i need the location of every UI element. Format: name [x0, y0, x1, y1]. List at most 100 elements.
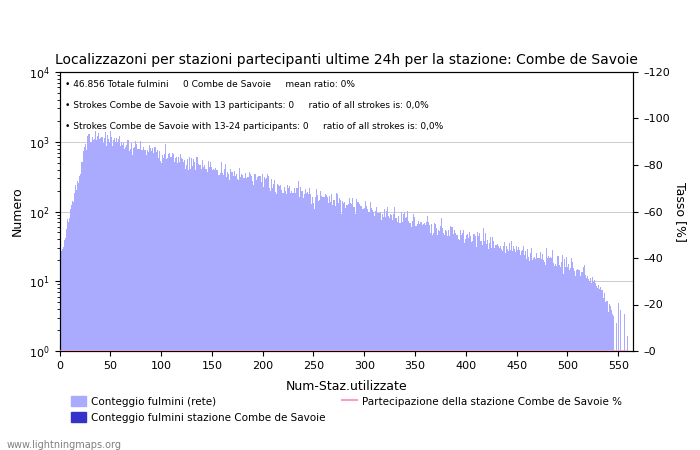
Bar — [342, 201, 344, 450]
Bar — [185, 169, 186, 450]
Bar — [491, 248, 492, 450]
Bar — [390, 214, 391, 450]
Bar — [425, 225, 426, 450]
Bar — [116, 138, 117, 450]
Bar — [508, 251, 509, 450]
Bar — [85, 144, 86, 450]
Bar — [494, 248, 495, 450]
Bar — [75, 185, 76, 450]
Bar — [381, 220, 382, 450]
Bar — [511, 241, 512, 450]
Bar — [70, 209, 71, 450]
Bar — [369, 212, 370, 450]
Bar — [357, 202, 358, 450]
Bar — [227, 172, 228, 450]
Bar — [387, 207, 388, 450]
Bar — [578, 270, 579, 450]
Bar — [563, 274, 564, 450]
Bar — [286, 185, 288, 450]
Bar — [262, 174, 263, 450]
Bar — [389, 217, 390, 450]
Bar — [380, 212, 381, 450]
Bar — [115, 142, 116, 450]
Bar — [261, 183, 262, 450]
Bar — [113, 140, 114, 450]
Bar — [326, 195, 327, 450]
Bar — [572, 261, 573, 450]
Y-axis label: Numero: Numero — [10, 187, 23, 236]
Bar — [529, 261, 531, 450]
Bar — [332, 205, 333, 450]
Bar — [402, 222, 403, 450]
Bar — [587, 276, 588, 450]
Bar — [585, 275, 587, 450]
Bar — [533, 258, 534, 450]
Bar — [324, 197, 326, 450]
Bar — [128, 140, 129, 450]
Bar — [316, 189, 317, 450]
Bar — [122, 145, 123, 450]
Bar — [303, 198, 304, 450]
Bar — [582, 272, 583, 450]
Bar — [299, 197, 300, 450]
Bar — [549, 258, 550, 450]
Bar — [371, 207, 372, 450]
Bar — [144, 149, 146, 450]
Bar — [356, 198, 357, 450]
Text: • Strokes Combe de Savoie with 13 participants: 0     ratio of all strokes is: 0: • Strokes Combe de Savoie with 13 partic… — [65, 101, 429, 110]
Bar — [608, 304, 610, 450]
Bar — [245, 173, 246, 450]
Bar — [459, 240, 461, 450]
Bar — [496, 246, 497, 450]
Bar — [242, 176, 243, 450]
Bar — [246, 178, 247, 450]
Bar — [103, 144, 104, 450]
Bar — [136, 144, 137, 450]
Text: www.lightningmaps.org: www.lightningmaps.org — [7, 440, 122, 450]
Bar — [428, 222, 429, 450]
Bar — [450, 226, 451, 450]
Bar — [418, 221, 419, 450]
Bar — [594, 280, 596, 450]
Bar — [446, 231, 447, 450]
Bar — [607, 301, 608, 450]
Bar — [64, 240, 65, 450]
Bar — [393, 214, 394, 450]
Bar — [139, 149, 140, 450]
Bar — [266, 178, 267, 450]
Bar — [544, 262, 545, 450]
Bar — [88, 134, 90, 450]
Bar — [392, 220, 393, 450]
Bar — [315, 197, 316, 450]
Bar — [538, 258, 540, 450]
Bar — [131, 143, 132, 450]
Bar — [498, 247, 499, 450]
Bar — [172, 153, 173, 450]
Bar — [473, 234, 475, 450]
Bar — [191, 158, 192, 450]
Bar — [477, 236, 479, 450]
Bar — [365, 201, 366, 450]
Bar — [263, 187, 264, 450]
Legend: Conteggio fulmini (rete), Conteggio fulmini stazione Combe de Savoie, Partecipaz: Conteggio fulmini (rete), Conteggio fulm… — [66, 392, 626, 427]
Bar — [237, 179, 238, 450]
Bar — [414, 226, 416, 450]
Bar — [552, 250, 553, 450]
Bar — [484, 233, 486, 450]
Bar — [238, 180, 239, 450]
Bar — [331, 194, 332, 450]
Bar — [526, 259, 527, 450]
Bar — [534, 257, 536, 450]
Bar — [584, 265, 585, 450]
Bar — [395, 218, 396, 450]
Bar — [599, 288, 601, 450]
Bar — [298, 181, 299, 450]
Bar — [202, 160, 203, 450]
Bar — [79, 176, 81, 450]
Bar — [187, 159, 188, 450]
Bar — [241, 174, 242, 450]
Bar — [426, 222, 427, 450]
Bar — [198, 164, 200, 450]
Bar — [183, 162, 184, 450]
Bar — [259, 176, 260, 450]
